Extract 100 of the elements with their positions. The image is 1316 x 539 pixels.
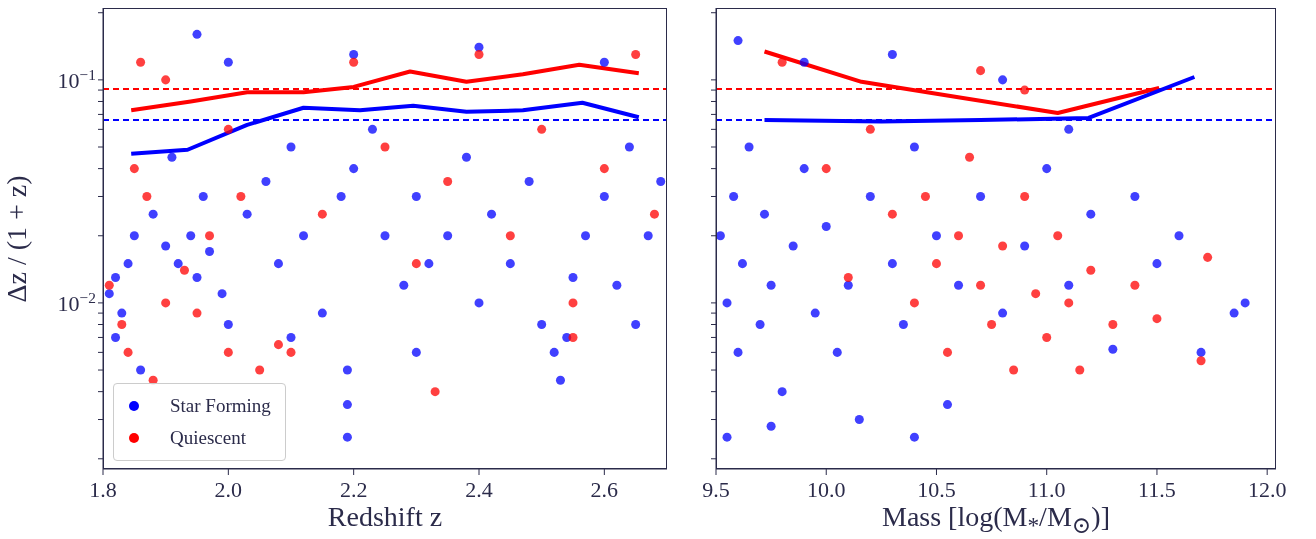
point: [568, 332, 578, 342]
point: [286, 347, 296, 357]
point: [399, 280, 409, 290]
point: [777, 57, 787, 67]
point: [173, 259, 183, 269]
point: [1086, 209, 1096, 219]
point: [411, 191, 421, 201]
point: [1174, 231, 1184, 241]
x-tick-label: 2.2: [339, 477, 368, 502]
point: [537, 124, 547, 134]
point: [349, 164, 359, 174]
point: [367, 124, 377, 134]
point: [887, 259, 897, 269]
point: [1108, 320, 1118, 330]
point: [411, 347, 421, 357]
x-axis-title: Redshift z: [326, 501, 444, 533]
point: [1196, 356, 1206, 366]
point: [755, 320, 765, 330]
point: [1064, 298, 1074, 308]
point: [942, 400, 953, 410]
point: [766, 421, 776, 431]
point: [505, 259, 515, 269]
point: [349, 49, 359, 59]
point: [1042, 164, 1052, 174]
point: [631, 320, 641, 330]
point: [273, 259, 283, 269]
point: [599, 191, 609, 201]
point: [1152, 314, 1162, 324]
point: [865, 191, 875, 201]
point: [411, 259, 421, 269]
point: [342, 432, 352, 442]
point: [430, 387, 440, 397]
point: [998, 75, 1008, 85]
point: [117, 320, 127, 330]
point: [643, 231, 653, 241]
point: [909, 298, 919, 308]
legend-label: Star Forming: [170, 395, 271, 417]
point: [581, 231, 591, 241]
x-tick-label: 11.0: [1027, 477, 1066, 502]
point: [299, 231, 309, 241]
x-tick-label: 2.0: [214, 477, 243, 502]
point: [722, 432, 732, 442]
point: [821, 164, 831, 174]
point: [931, 259, 941, 269]
point: [117, 308, 127, 318]
point: [733, 36, 743, 46]
point: [317, 308, 327, 318]
point: [965, 152, 975, 162]
point: [810, 308, 820, 318]
point: [854, 415, 864, 425]
point: [729, 191, 739, 201]
point: [1020, 241, 1030, 251]
point: [142, 191, 152, 201]
point: [799, 164, 809, 174]
point: [1086, 265, 1096, 275]
point: [161, 298, 171, 308]
point: [136, 57, 146, 67]
point: [1020, 191, 1030, 201]
point: [474, 298, 484, 308]
x-tick-label: 2.4: [465, 477, 493, 502]
point: [722, 298, 732, 308]
point: [242, 209, 252, 219]
point: [1152, 259, 1162, 269]
x-tick-label: 10.0: [806, 477, 846, 502]
point: [976, 191, 986, 201]
point: [942, 347, 953, 357]
point: [223, 57, 233, 67]
point: [599, 164, 609, 174]
legend-label: Quiescent: [170, 427, 246, 449]
x-tick-label: 11.5: [1138, 477, 1176, 502]
point: [104, 289, 114, 299]
point: [568, 298, 578, 308]
point: [461, 152, 471, 162]
point: [443, 177, 453, 187]
point: [104, 280, 114, 290]
point: [424, 259, 434, 269]
y-tick-label: 10$^{−2}$: [57, 288, 96, 316]
point: [286, 142, 296, 152]
point: [487, 209, 497, 219]
point: [821, 222, 831, 232]
point: [179, 265, 189, 275]
point: [1108, 344, 1118, 354]
point: [1130, 280, 1140, 290]
point: [1064, 124, 1074, 134]
point: [123, 259, 133, 269]
x-tick-label: 9.5: [702, 477, 730, 502]
point: [148, 209, 158, 219]
point: [474, 49, 484, 59]
point: [737, 259, 747, 269]
x-tick-label: 2.6: [590, 477, 619, 502]
point: [123, 347, 133, 357]
point: [799, 57, 809, 67]
point: [759, 209, 770, 219]
point: [766, 280, 776, 290]
point: [129, 231, 139, 241]
point: [954, 280, 964, 290]
point: [1196, 347, 1206, 357]
point: [380, 231, 390, 241]
point: [887, 49, 897, 59]
x-tick-label: 12.0: [1247, 477, 1287, 502]
